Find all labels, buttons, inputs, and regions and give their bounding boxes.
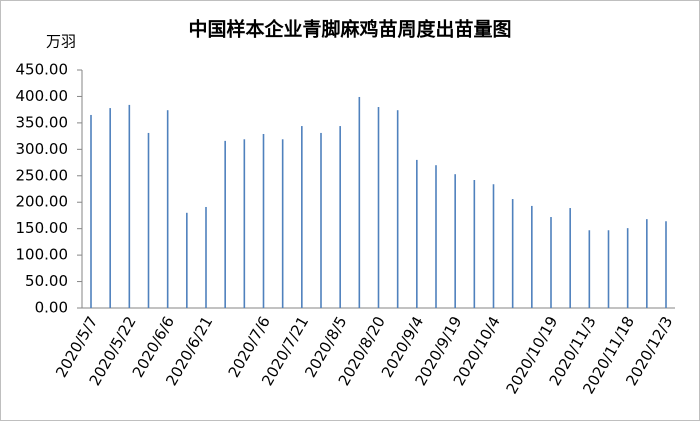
bar	[377, 107, 380, 309]
chart-title: 中国样本企业青脚麻鸡苗周度出苗量图	[188, 18, 511, 41]
bar	[607, 230, 610, 308]
bar	[186, 212, 188, 308]
bar	[205, 206, 207, 308]
y-tick-label: 50.00	[25, 272, 68, 290]
y-tick-label: 350.00	[16, 113, 69, 131]
bar	[416, 159, 418, 308]
bar	[646, 219, 648, 308]
bar	[550, 217, 552, 308]
y-tick-label: 100.00	[16, 246, 69, 264]
bar	[396, 110, 399, 308]
bar	[320, 132, 322, 308]
y-tick-label: 400.00	[16, 87, 69, 105]
y-tick-label: 250.00	[16, 166, 69, 184]
y-tick-label: 150.00	[16, 219, 69, 237]
bar	[166, 110, 169, 308]
bar	[262, 133, 265, 308]
bar	[473, 180, 476, 308]
y-tick-label: 300.00	[16, 140, 69, 158]
y-tick-label: 0.00	[35, 299, 68, 317]
y-tick-label: 200.00	[16, 193, 69, 211]
bar	[243, 139, 246, 308]
bar	[626, 228, 629, 308]
bar	[435, 165, 437, 308]
bar	[358, 96, 361, 309]
bar	[492, 184, 495, 308]
bar	[531, 205, 533, 308]
bar	[281, 139, 284, 308]
bar	[339, 126, 341, 308]
y-axis-label: 万羽	[46, 33, 76, 51]
bar	[511, 199, 514, 308]
bar	[454, 174, 456, 308]
bar	[301, 126, 303, 308]
bar	[569, 208, 571, 308]
bar	[224, 140, 226, 308]
bar	[128, 104, 131, 308]
bar	[109, 108, 111, 308]
bar	[147, 132, 150, 308]
bar	[588, 230, 591, 308]
bar	[90, 114, 92, 308]
bar	[665, 221, 667, 308]
y-tick-label: 450.00	[16, 61, 69, 79]
